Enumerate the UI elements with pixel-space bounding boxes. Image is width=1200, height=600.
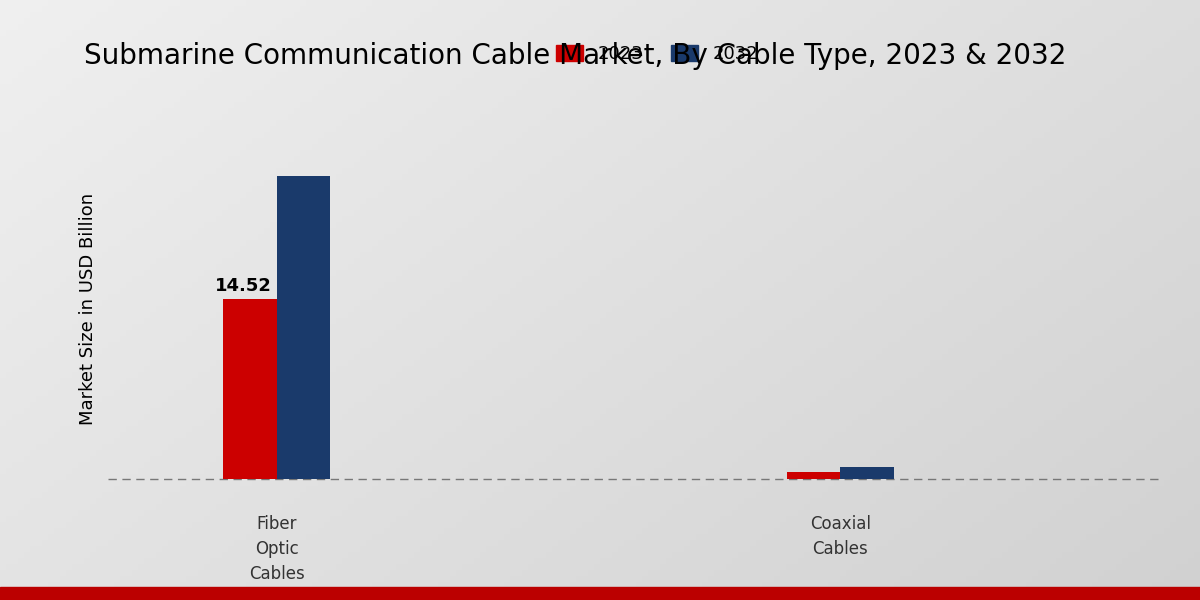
Text: 14.52: 14.52 <box>215 277 271 295</box>
Bar <box>787 472 840 479</box>
Bar <box>277 176 330 479</box>
Bar <box>840 467 894 479</box>
Bar <box>223 299 277 479</box>
Legend: 2023, 2032: 2023, 2032 <box>557 44 758 63</box>
Y-axis label: Market Size in USD Billion: Market Size in USD Billion <box>79 193 97 425</box>
Text: Submarine Communication Cable Market, By Cable Type, 2023 & 2032: Submarine Communication Cable Market, By… <box>84 42 1067 70</box>
